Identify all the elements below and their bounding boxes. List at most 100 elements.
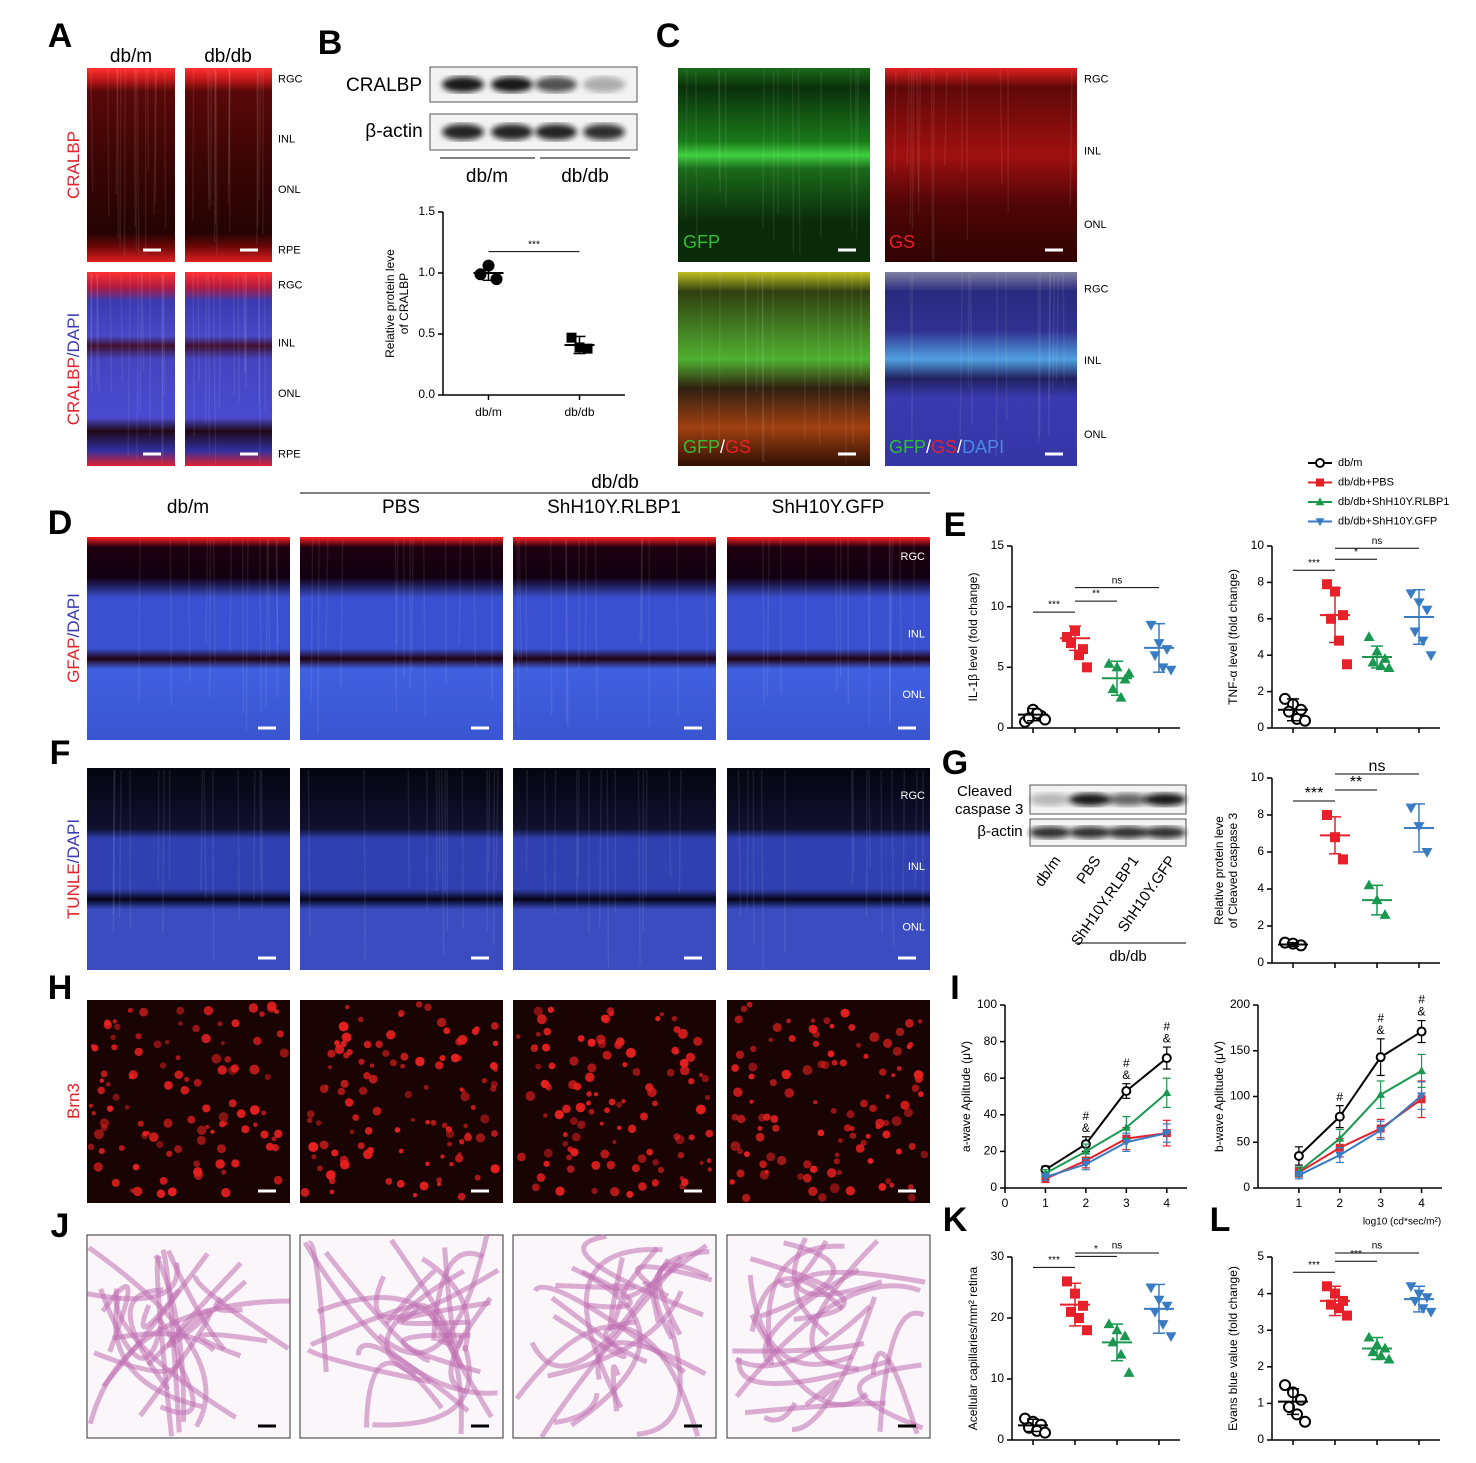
vessel bbox=[634, 1264, 713, 1299]
micrograph bbox=[86, 1234, 291, 1439]
cell bbox=[622, 1062, 628, 1068]
fiber bbox=[363, 769, 367, 960]
cell bbox=[435, 1061, 444, 1070]
micrograph bbox=[87, 68, 175, 262]
data-point bbox=[1078, 1300, 1088, 1311]
cell bbox=[657, 1166, 664, 1173]
cell bbox=[315, 1120, 322, 1126]
fiber bbox=[676, 538, 679, 716]
cell bbox=[543, 1160, 550, 1167]
cell bbox=[300, 1187, 310, 1197]
fiber bbox=[440, 769, 445, 955]
annotation: # bbox=[1083, 1109, 1090, 1123]
data-point bbox=[1107, 683, 1119, 694]
cell bbox=[480, 1114, 490, 1124]
cell bbox=[430, 1119, 437, 1126]
y-axis-label: Relative protein leve bbox=[1212, 816, 1226, 925]
fiber bbox=[325, 538, 329, 647]
cell bbox=[652, 1181, 658, 1187]
cell bbox=[659, 1012, 664, 1017]
cell bbox=[698, 1073, 703, 1078]
fiber bbox=[109, 273, 113, 392]
micrograph bbox=[87, 537, 290, 740]
fiber bbox=[524, 538, 528, 671]
cell bbox=[382, 1049, 390, 1057]
cell bbox=[845, 1186, 855, 1196]
cell bbox=[99, 1118, 110, 1128]
fiber bbox=[134, 69, 138, 251]
micrograph bbox=[185, 272, 272, 466]
layer-label: RPE bbox=[278, 448, 301, 460]
fiber bbox=[258, 273, 261, 466]
y-tick-label: 10 bbox=[991, 1371, 1005, 1385]
cell bbox=[569, 1117, 578, 1126]
label-part: / bbox=[926, 437, 931, 457]
layer-label: RGC bbox=[278, 279, 303, 291]
image bbox=[727, 1000, 930, 1203]
data-point bbox=[1342, 659, 1352, 670]
column-label: PBS bbox=[382, 497, 420, 518]
cell bbox=[159, 1176, 168, 1185]
colored-label: GFP/GS/DAPI bbox=[889, 437, 1004, 457]
vessel bbox=[791, 1236, 883, 1298]
vessel bbox=[747, 1274, 854, 1367]
cell bbox=[178, 1021, 183, 1026]
data-point bbox=[1145, 1283, 1157, 1294]
cell bbox=[838, 1138, 843, 1143]
fiber bbox=[218, 273, 222, 409]
fiber bbox=[868, 538, 871, 727]
cell bbox=[276, 1030, 284, 1038]
cell bbox=[492, 1040, 499, 1047]
cell bbox=[174, 1145, 183, 1154]
data-point bbox=[582, 343, 593, 354]
vessel bbox=[373, 1268, 500, 1321]
fiber bbox=[820, 69, 823, 238]
cell bbox=[829, 1183, 840, 1194]
cell bbox=[112, 1019, 118, 1024]
vessel bbox=[759, 1240, 837, 1319]
vessel bbox=[762, 1267, 860, 1365]
cell bbox=[610, 1187, 620, 1197]
vessel bbox=[101, 1288, 181, 1388]
vessel bbox=[553, 1392, 600, 1425]
cell bbox=[457, 1035, 467, 1046]
y-tick-label: 6 bbox=[1257, 611, 1264, 625]
image bbox=[727, 768, 930, 970]
cell bbox=[736, 1114, 746, 1124]
vessel bbox=[166, 1249, 227, 1352]
cell bbox=[475, 1133, 486, 1143]
fiber bbox=[899, 538, 902, 660]
fiber bbox=[229, 538, 233, 652]
vessel bbox=[763, 1401, 798, 1423]
fiber bbox=[645, 769, 648, 897]
cell bbox=[616, 1101, 622, 1108]
data-point bbox=[1039, 1426, 1051, 1439]
fiber bbox=[718, 69, 721, 194]
cell bbox=[766, 1152, 776, 1162]
cell bbox=[124, 1105, 130, 1110]
data-point bbox=[1293, 1150, 1304, 1161]
vessel bbox=[610, 1364, 621, 1412]
cell bbox=[132, 1186, 143, 1197]
y-tick-label: 1.0 bbox=[418, 265, 435, 279]
cell bbox=[192, 1024, 200, 1033]
cell bbox=[327, 1049, 336, 1058]
cell bbox=[855, 1143, 865, 1153]
cell bbox=[241, 1125, 250, 1134]
cell bbox=[341, 1032, 352, 1043]
band bbox=[583, 76, 625, 93]
cell bbox=[460, 1092, 470, 1102]
vessel bbox=[732, 1340, 865, 1354]
y-tick-label: 20 bbox=[984, 1144, 998, 1158]
data-point bbox=[1161, 645, 1173, 655]
error-bar bbox=[1329, 1285, 1341, 1317]
fiber bbox=[116, 69, 120, 239]
cell bbox=[265, 1142, 274, 1151]
fiber bbox=[340, 538, 344, 687]
y-tick-label: 4 bbox=[1257, 881, 1264, 895]
cell bbox=[164, 1080, 173, 1090]
cell bbox=[606, 1160, 616, 1170]
significance-label: *** bbox=[1350, 1249, 1362, 1260]
cell bbox=[439, 1055, 446, 1062]
y-tick-label: 100 bbox=[1230, 1089, 1250, 1103]
